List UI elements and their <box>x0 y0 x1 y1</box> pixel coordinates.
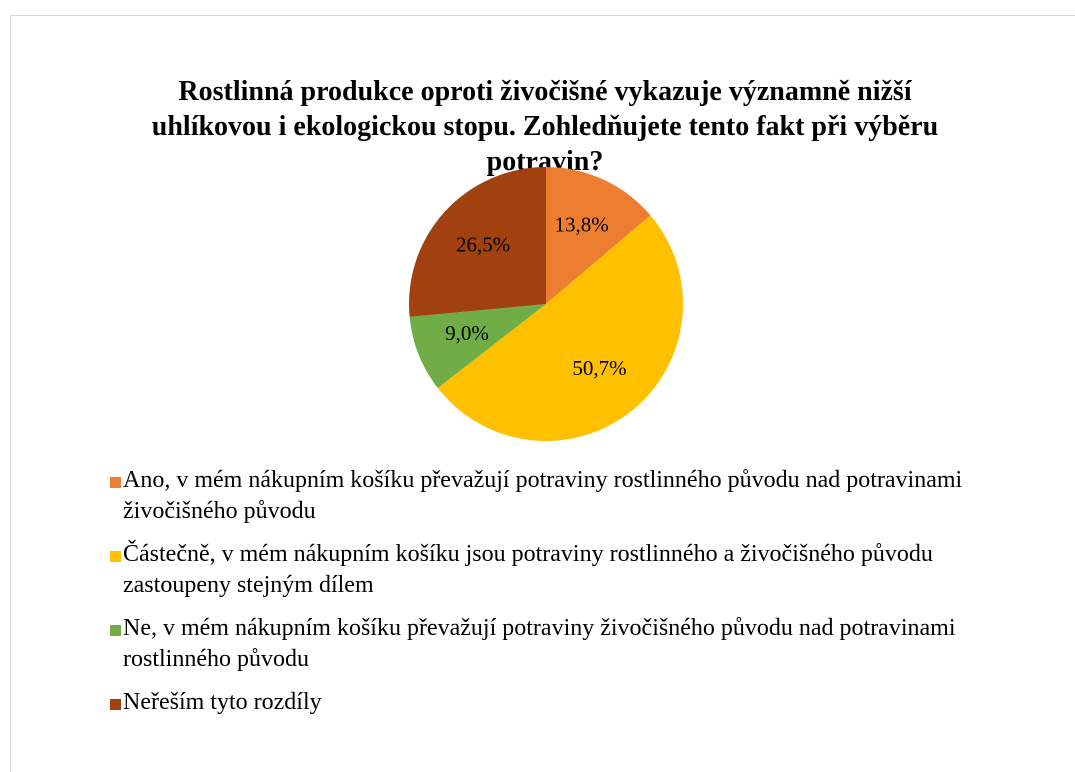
legend: Ano, v mém nákupním košíku převažují pot… <box>110 465 1020 730</box>
pie-slice <box>408 167 546 317</box>
data-label: 50,7% <box>572 356 626 380</box>
legend-swatch <box>110 699 121 710</box>
legend-entry: Ne, v mém nákupním košíku převažují potr… <box>110 613 1020 675</box>
pie-slice <box>409 304 546 388</box>
legend-entry: Částečně, v mém nákupním košíku jsou pot… <box>110 539 1020 601</box>
data-label: 26,5% <box>456 233 510 257</box>
chart-title: Rostlinná produkce oproti živočišné vyka… <box>151 76 939 177</box>
legend-label: Částečně, v mém nákupním košíku jsou pot… <box>123 541 933 598</box>
chart-frame <box>10 15 1075 772</box>
legend-label: Ne, v mém nákupním košíku převažují potr… <box>123 615 956 672</box>
legend-swatch <box>110 625 121 636</box>
pie-slice <box>546 167 651 304</box>
pie-slice <box>437 215 683 441</box>
legend-label: Neřeším tyto rozdíly <box>123 689 322 715</box>
legend-label: Ano, v mém nákupním košíku převažují pot… <box>123 467 963 524</box>
data-label: 9,0% <box>445 321 489 345</box>
legend-entry: Ano, v mém nákupním košíku převažují pot… <box>110 465 1020 527</box>
legend-entry: Neřeším tyto rozdíly <box>110 687 1020 718</box>
legend-swatch <box>110 477 121 488</box>
data-label: 13,8% <box>555 213 609 237</box>
legend-swatch <box>110 551 121 562</box>
